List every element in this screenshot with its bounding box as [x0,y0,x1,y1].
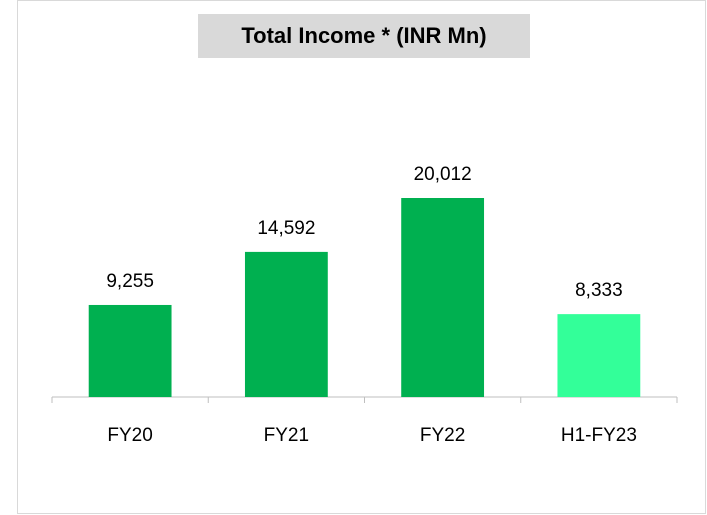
bar [244,251,328,397]
chart-title: Total Income * (INR Mn) [241,23,486,48]
data-label: 8,333 [575,280,623,301]
title-background [198,14,530,58]
data-label: 14,592 [257,218,315,239]
data-label: 20,012 [414,164,472,185]
chart-border [17,0,706,514]
bar [401,198,485,397]
bar [557,314,641,397]
data-label: 9,255 [106,271,154,292]
x-tick-label: FY21 [264,425,309,446]
x-tick-label: FY22 [420,425,465,446]
bar [88,304,172,397]
x-tick-label: H1-FY23 [561,425,637,446]
x-tick-label: FY20 [107,425,152,446]
